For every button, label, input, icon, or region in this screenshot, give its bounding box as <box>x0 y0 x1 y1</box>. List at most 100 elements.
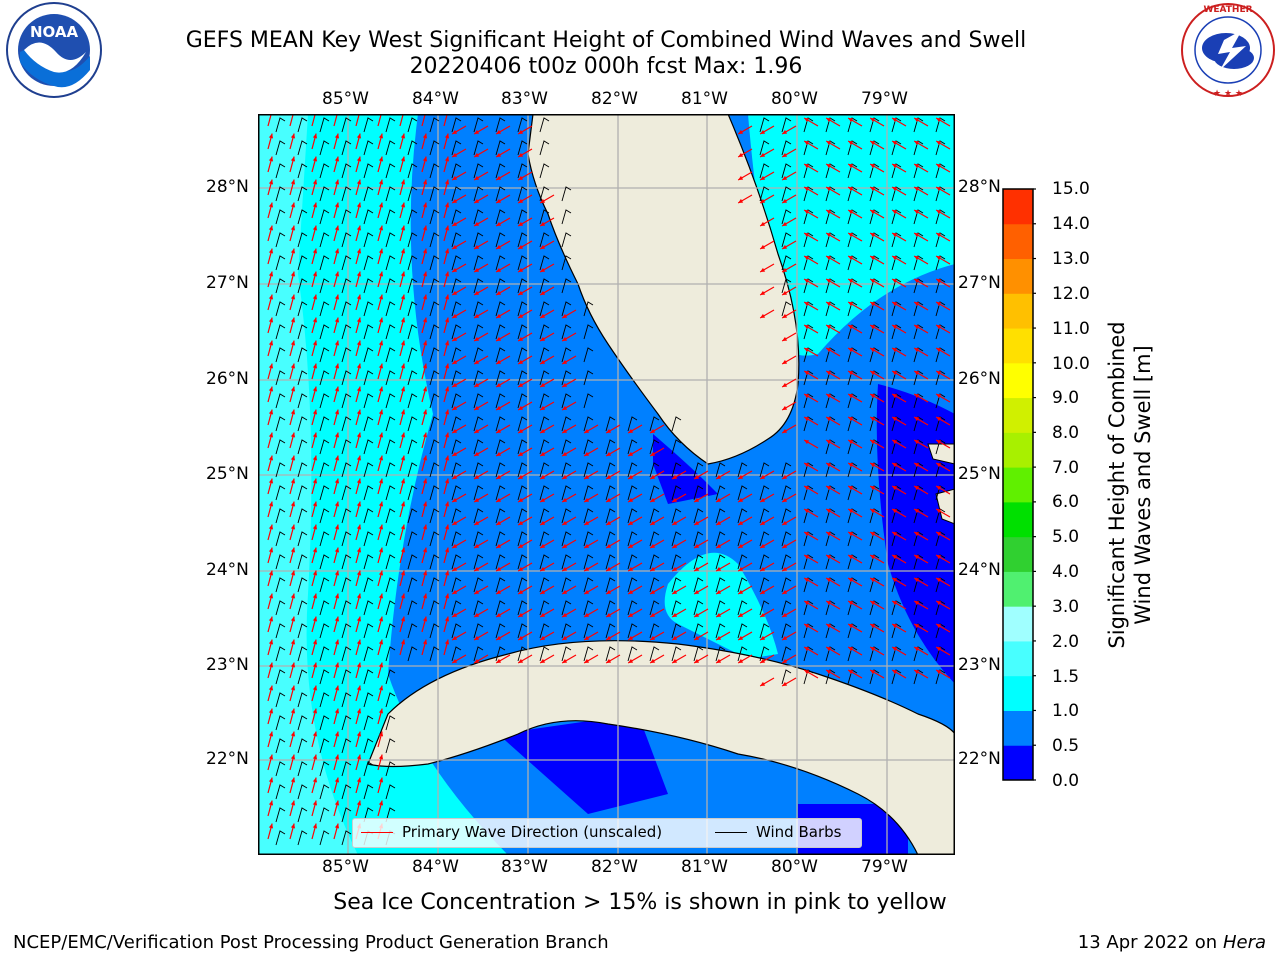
wind-barb <box>407 301 418 317</box>
wave-arrow-head <box>356 455 362 461</box>
wave-arrow-head <box>870 578 876 583</box>
wave-arrow-head <box>518 474 524 479</box>
wave-arrow-head <box>496 566 502 571</box>
wave-arrow-head <box>452 405 458 410</box>
wave-arrow-head <box>312 800 318 806</box>
wave-arrow-head <box>738 566 744 571</box>
wave-arrow-head <box>334 708 340 714</box>
wave-arrow-head <box>738 152 744 157</box>
wave-arrow-head <box>356 478 362 484</box>
wind-barb <box>429 370 440 386</box>
wave-arrow-head <box>804 256 810 261</box>
wind-barb <box>451 485 462 501</box>
wind-barb <box>803 554 814 570</box>
wave-arrow-head <box>804 601 810 606</box>
wave-arrow-head <box>378 570 384 576</box>
wind-barb <box>341 600 352 616</box>
wave-arrow-head <box>540 474 546 479</box>
wave-arrow-head <box>782 543 788 548</box>
wave-arrow-head <box>892 509 898 514</box>
wind-barb <box>781 301 792 317</box>
wave-arrow-head <box>584 520 590 525</box>
wave-arrow-head <box>628 589 634 594</box>
wind-barb <box>275 324 286 340</box>
wind-barb <box>671 531 682 547</box>
wind-barb <box>407 278 418 294</box>
wave-arrow-head <box>782 175 788 180</box>
wave-arrow-head <box>804 417 810 422</box>
wave-arrow-head <box>444 202 450 208</box>
wave-arrow-head <box>334 616 340 622</box>
wind-barb <box>803 370 814 386</box>
wind-barb <box>913 623 924 639</box>
wave-arrow-head <box>312 455 318 461</box>
wind-barb <box>319 577 330 593</box>
wind-barb <box>297 600 308 616</box>
colorbar-tick-8: 6.0 <box>1052 492 1080 512</box>
wind-barb <box>297 255 308 271</box>
wind-barb <box>451 531 462 547</box>
wave-arrow-head <box>936 394 942 399</box>
wave-arrow-head <box>628 451 634 456</box>
wind-barb <box>671 462 682 478</box>
wave-arrow-head <box>378 478 384 484</box>
wind-barb <box>913 646 924 662</box>
wave-arrow-head <box>914 348 920 353</box>
wind-barb <box>517 140 528 156</box>
wind-barb <box>627 531 638 547</box>
wave-arrow-head <box>848 670 854 675</box>
wind-barb <box>275 140 286 156</box>
lat-label-left-22n: 22°N <box>206 749 249 769</box>
wave-arrow-head <box>290 823 296 829</box>
wave-arrow-head <box>518 520 524 525</box>
wind-barb <box>319 485 330 501</box>
wind-barb <box>385 140 396 156</box>
wave-arrow-head <box>312 777 318 783</box>
wind-barb <box>517 278 528 294</box>
wave-arrow-head <box>334 685 340 691</box>
wave-arrow-head <box>540 313 546 318</box>
wave-arrow-head <box>334 409 340 415</box>
wind-barb <box>319 370 330 386</box>
footer-date: 13 Apr 2022 on Hera <box>1078 932 1266 953</box>
wind-barb <box>407 646 418 662</box>
wave-arrow-head <box>268 593 274 599</box>
wind-barb <box>759 623 770 639</box>
wind-barb <box>341 531 352 547</box>
wind-barb <box>539 508 550 524</box>
wave-arrow-head <box>848 555 854 560</box>
wave-arrow-head <box>312 547 318 553</box>
wave-arrow-head <box>518 198 524 203</box>
wave-arrow-head <box>356 524 362 530</box>
wave-arrow-head <box>936 348 942 353</box>
wave-arrow-head <box>378 317 384 323</box>
wave-arrow-head <box>804 486 810 491</box>
wave-arrow-head <box>848 118 854 123</box>
colorbar-tick-2: 1.0 <box>1052 701 1080 721</box>
wave-arrow-head <box>518 221 524 226</box>
wind-barb <box>275 301 286 317</box>
wind-barb <box>869 163 880 179</box>
wind-barb <box>451 646 462 662</box>
wind-barb <box>319 393 330 409</box>
wave-arrow-head <box>312 593 318 599</box>
wind-barb <box>385 439 396 455</box>
wave-arrow-head <box>804 555 810 560</box>
wind-barb <box>341 646 352 662</box>
wind-barb <box>407 508 418 524</box>
wind-barb <box>517 439 528 455</box>
wave-arrow-head <box>936 532 942 537</box>
wave-arrow-head <box>936 440 942 445</box>
wave-arrow-head <box>804 141 810 146</box>
wind-barb <box>429 209 440 225</box>
wind-barb <box>803 416 814 432</box>
wind-barb <box>825 439 836 455</box>
wind-barb <box>363 140 374 156</box>
wave-arrow-head <box>826 210 832 215</box>
wave-arrow-head <box>452 635 458 640</box>
wave-arrow-head <box>474 474 480 479</box>
wave-arrow-head <box>444 639 450 645</box>
wind-barb <box>473 347 484 363</box>
wave-arrow-head <box>452 175 458 180</box>
wind-barb <box>935 485 946 501</box>
